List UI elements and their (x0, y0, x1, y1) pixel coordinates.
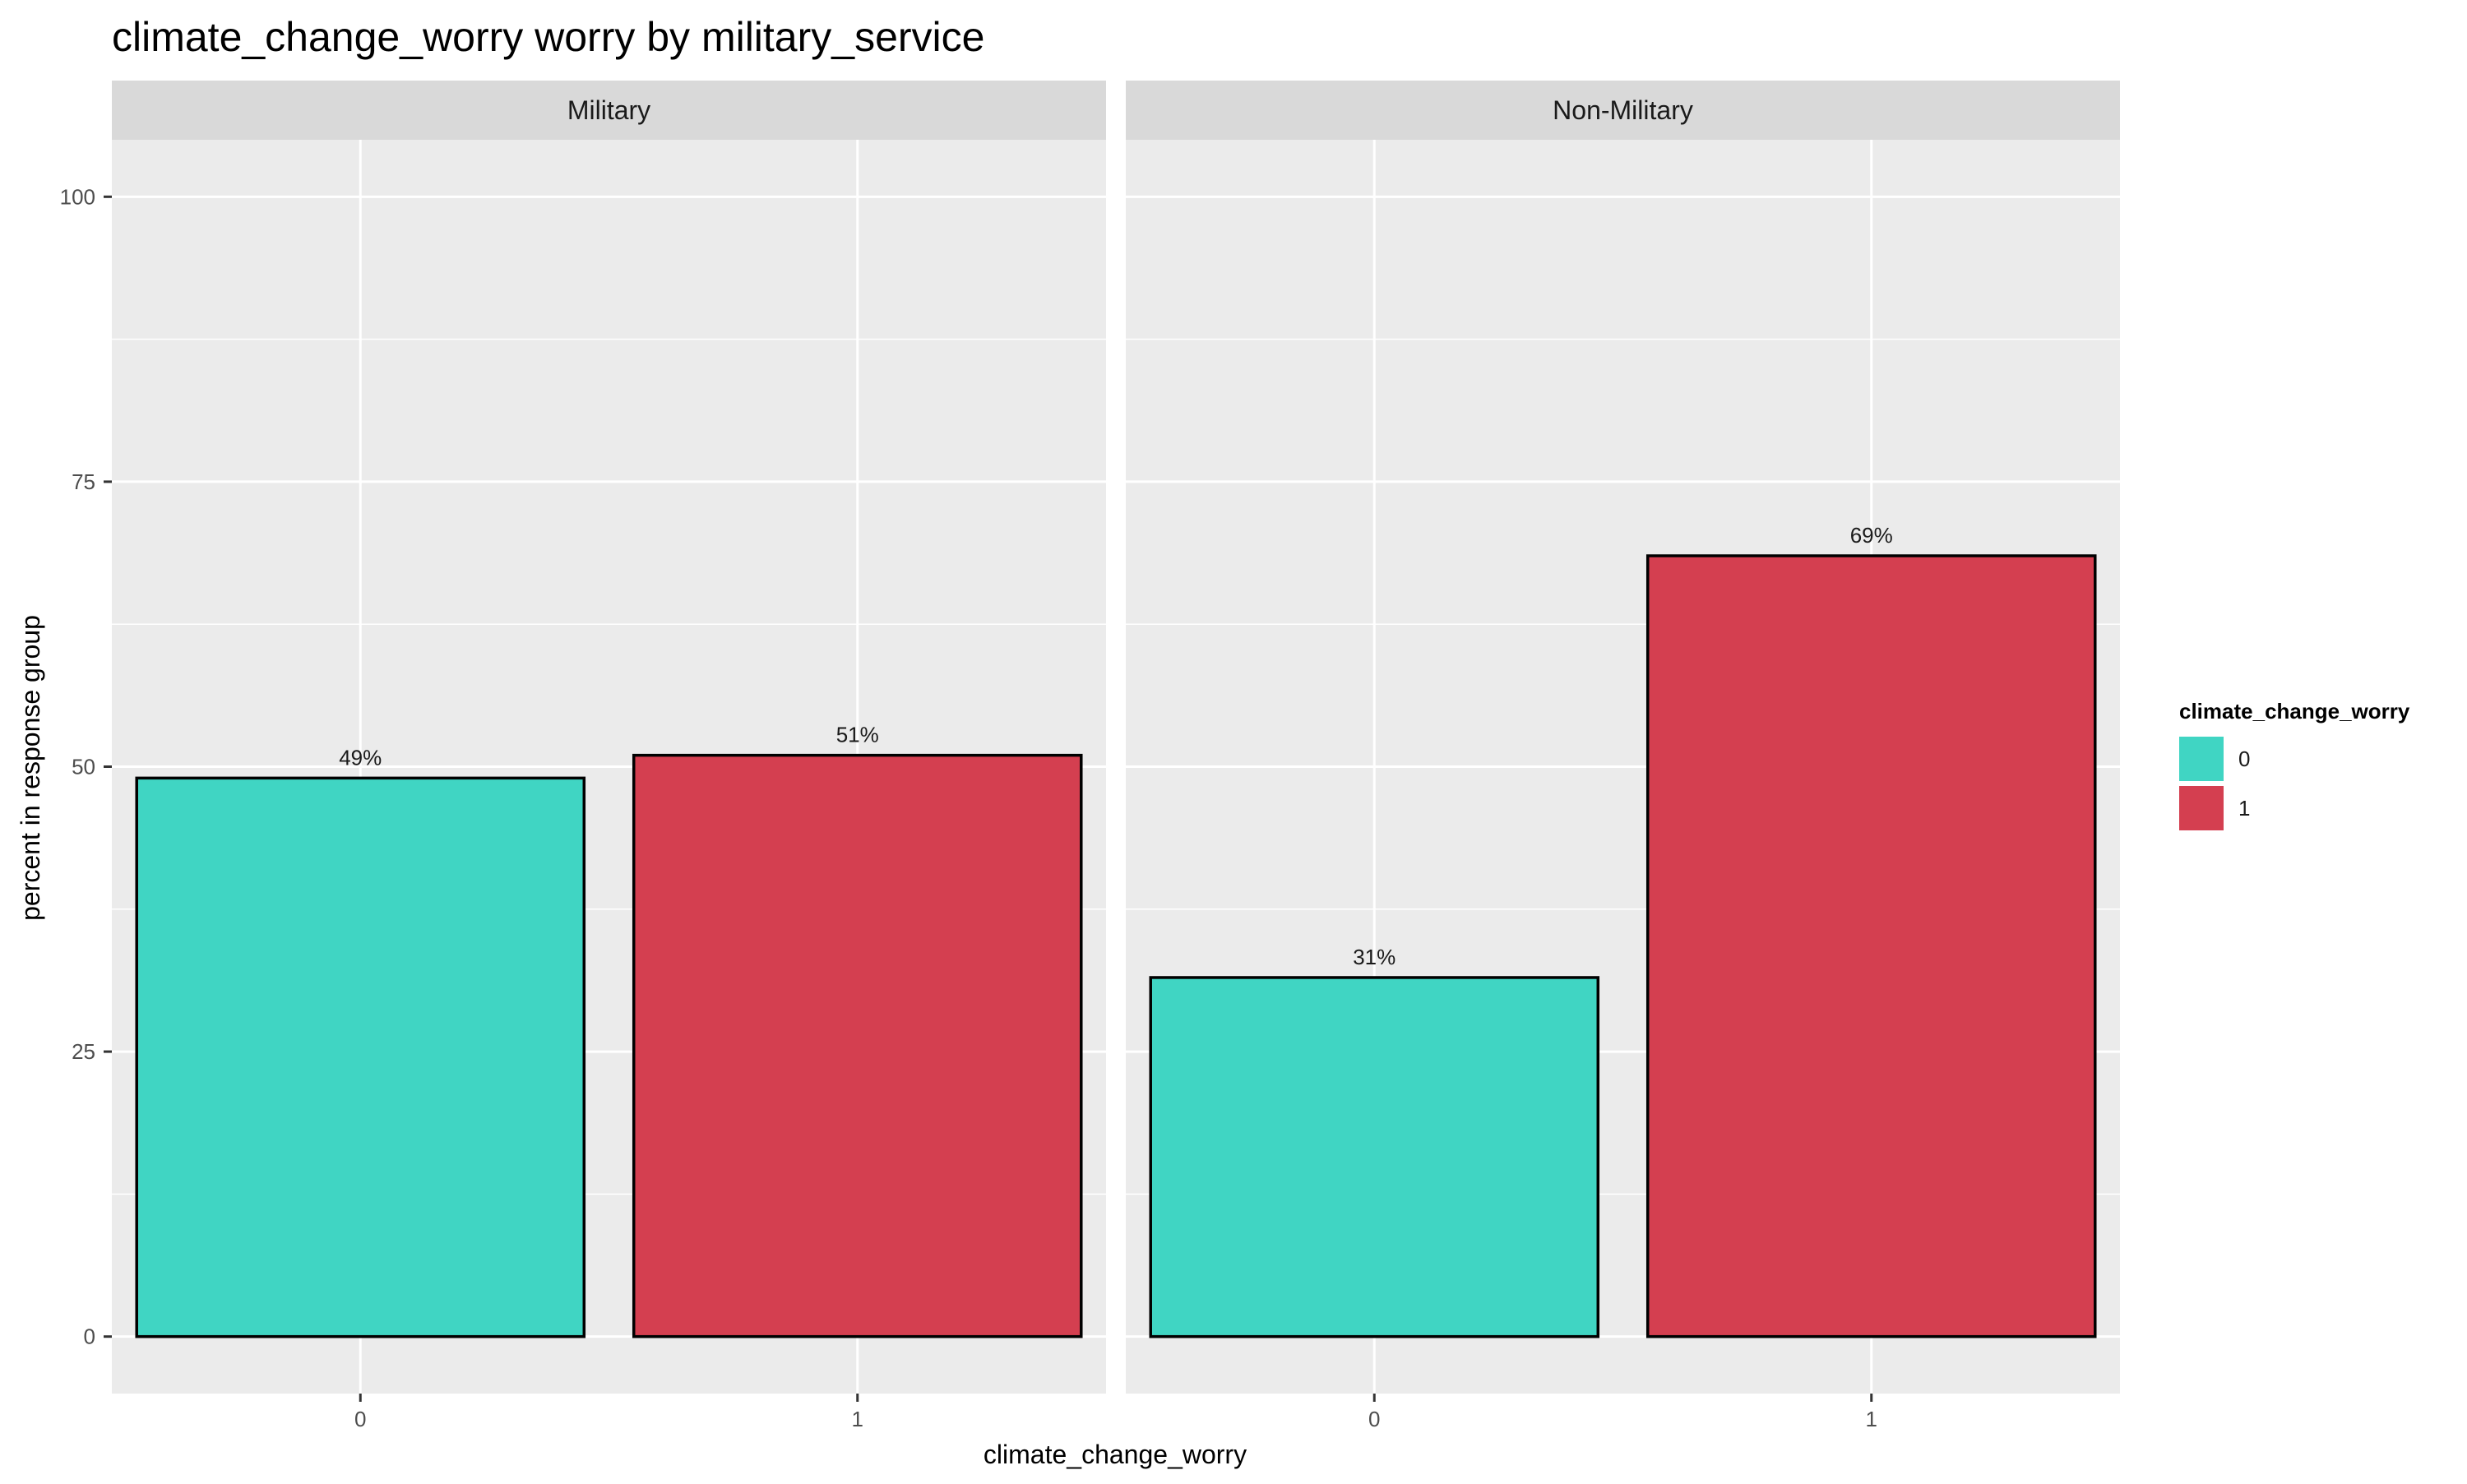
bar-non-military-0 (1149, 976, 1600, 1338)
y-tick-label: 50 (72, 755, 95, 779)
y-axis-label: percent in response group (16, 615, 45, 921)
legend-title: climate_change_worry (2179, 699, 2410, 724)
bar-non-military-1 (1645, 554, 2097, 1338)
facet-non-military: 31% 0 69% 1 Non-Military (1126, 81, 2120, 1431)
facet-strip-label: Non-Military (1553, 95, 1693, 125)
y-tick-label: 25 (72, 1039, 95, 1064)
legend-label: 1 (2238, 796, 2250, 821)
chart-title: climate_change_worry worry by military_s… (112, 14, 984, 60)
x-tick-label: 1 (852, 1407, 863, 1431)
y-tick-label: 75 (72, 469, 95, 494)
x-tick-label: 1 (1866, 1407, 1877, 1431)
legend: climate_change_worry 0 1 (2179, 699, 2410, 830)
x-axis-label: climate_change_worry (984, 1440, 1247, 1469)
legend-key-1 (2179, 786, 2224, 830)
facet-strip (1126, 81, 2120, 140)
data-label: 51% (836, 723, 879, 747)
facet-strip (112, 81, 1106, 140)
facet-strip-label: Military (567, 95, 650, 125)
bar-military-1 (632, 753, 1083, 1338)
data-label: 31% (1353, 945, 1395, 969)
bar-military-0 (135, 776, 586, 1338)
legend-label: 0 (2238, 747, 2250, 771)
data-label: 49% (339, 745, 382, 770)
y-axis: 0 25 50 75 100 (60, 184, 112, 1349)
facet-panels: 49% 0 51% 1 Military 31% 0 69% 1 Non-Military (112, 81, 2120, 1431)
x-tick-label: 0 (354, 1407, 366, 1431)
data-label: 69% (1850, 523, 1893, 548)
facet-military: 49% 0 51% 1 Military (112, 81, 1106, 1431)
y-tick-label: 100 (60, 184, 95, 209)
x-tick-label: 0 (1368, 1407, 1380, 1431)
y-tick-label: 0 (84, 1325, 95, 1349)
legend-key-0 (2179, 737, 2224, 781)
